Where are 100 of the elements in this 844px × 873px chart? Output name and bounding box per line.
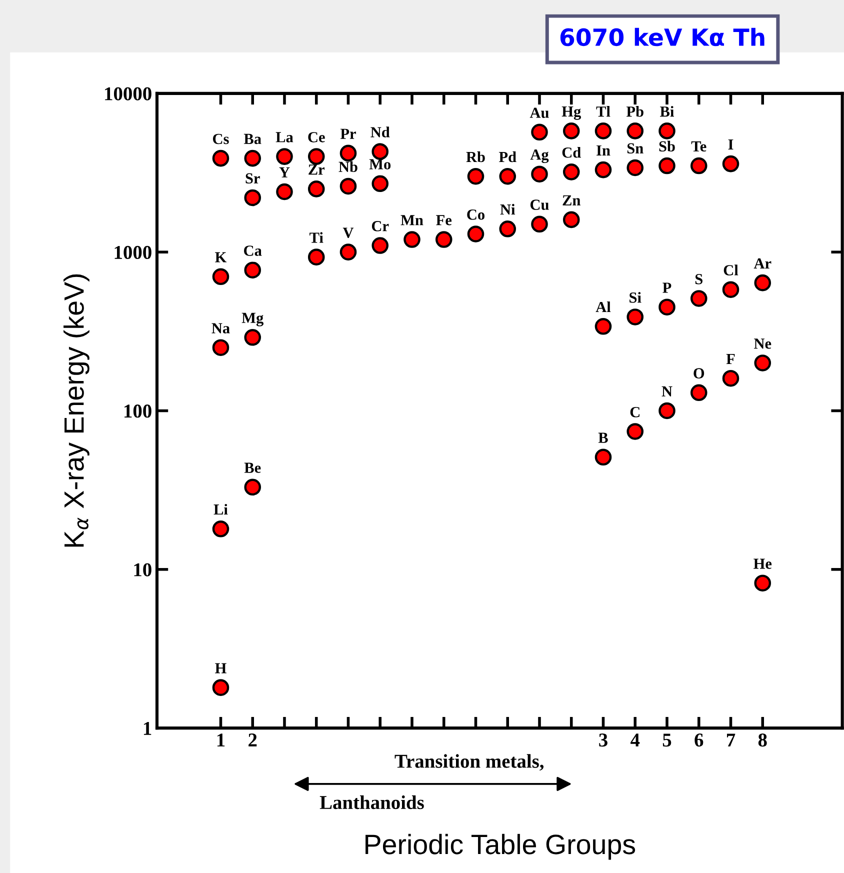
- y-tick-label: 1000: [114, 246, 152, 260]
- text: 6070 keV Kα Th: [560, 28, 764, 46]
- data-label: Ce: [308, 132, 325, 142]
- x-tick-label: 1: [217, 734, 225, 746]
- data-label: Be: [244, 462, 261, 473]
- point: [212, 520, 230, 538]
- data-label: Pd: [498, 151, 516, 162]
- data-label: Bi: [660, 106, 674, 117]
- data-label: Mo: [369, 159, 391, 170]
- point: [372, 237, 389, 254]
- point: [244, 189, 262, 206]
- data-label: Ca: [244, 246, 262, 256]
- point: [244, 328, 262, 346]
- point: [658, 122, 676, 140]
- data-label: Y: [279, 167, 290, 178]
- data-label: Sn: [627, 143, 644, 154]
- data-label: La: [276, 132, 294, 142]
- point: [276, 183, 293, 200]
- data-label: Cl: [724, 264, 738, 276]
- text: Transition metals, Lanthanoids: [320, 754, 544, 810]
- y-tick-label: 1: [144, 722, 152, 735]
- point: [212, 268, 230, 286]
- point: [467, 168, 484, 185]
- point: [626, 159, 644, 176]
- point: [308, 248, 325, 266]
- point: [308, 180, 325, 198]
- point: [531, 216, 548, 233]
- point: [531, 124, 548, 141]
- y-tick-label: 10: [134, 563, 152, 576]
- data-label: N: [662, 386, 672, 396]
- point: [244, 262, 262, 278]
- data-label: K: [215, 252, 227, 262]
- data-label: Ni: [500, 204, 516, 215]
- data-label: Li: [214, 504, 228, 515]
- point: [372, 143, 389, 160]
- point: [626, 308, 644, 326]
- point: [276, 148, 293, 165]
- point: [562, 122, 580, 140]
- data-label: S: [695, 274, 702, 284]
- point: [212, 339, 230, 356]
- data-label: Cr: [372, 221, 389, 232]
- data-label: Na: [212, 323, 230, 334]
- x-tick-label: 4: [630, 734, 640, 746]
- point: [212, 150, 230, 167]
- data-label: C: [630, 407, 640, 418]
- point: [212, 679, 230, 696]
- data-label: Hg: [562, 106, 581, 120]
- point: [562, 164, 580, 180]
- data-label: Cu: [530, 200, 549, 210]
- data-label: H: [215, 663, 226, 674]
- data-label: Si: [630, 292, 642, 303]
- x-tick-label: 8: [758, 734, 767, 747]
- data-label: Nb: [338, 161, 358, 172]
- point: [499, 220, 516, 238]
- x-axis-title: Periodic Table Groups: [366, 834, 636, 860]
- point: [658, 402, 676, 420]
- data-label: Mg: [242, 312, 264, 326]
- data-label: Co: [467, 210, 484, 220]
- data-label: Zn: [562, 195, 580, 206]
- point: [244, 478, 262, 496]
- data-label: Ti: [310, 232, 324, 243]
- data-label: Pr: [340, 128, 356, 139]
- data-label: P: [662, 282, 672, 293]
- data-label: Ne: [754, 338, 772, 349]
- point: [594, 161, 612, 178]
- x-tick-label: 2: [248, 734, 257, 746]
- data-label: Tl: [596, 106, 610, 117]
- data-label: Al: [596, 301, 611, 312]
- data-label: Zr: [308, 164, 325, 175]
- data-label: Te: [691, 141, 706, 152]
- point: [594, 318, 612, 335]
- point: [562, 211, 580, 228]
- point: [754, 274, 772, 292]
- point: [754, 574, 772, 592]
- point: [722, 370, 740, 387]
- point: [658, 298, 676, 316]
- data-label: Ar: [754, 258, 772, 268]
- point: [531, 166, 548, 183]
- point: [626, 122, 644, 140]
- data-label: B: [598, 432, 608, 443]
- y-axis-title: K$_{α}$ X-ray Energy (keV): [64, 274, 90, 547]
- data-label: Fe: [436, 215, 452, 226]
- data-label: Ba: [244, 134, 262, 144]
- x-tick-label: 3: [599, 734, 608, 747]
- point: [244, 150, 262, 167]
- x-tick-label: 7: [727, 734, 736, 746]
- data-label: Pb: [626, 106, 644, 117]
- point: [435, 231, 452, 248]
- point: [658, 157, 676, 174]
- data-label: F: [726, 354, 735, 364]
- point: [690, 290, 708, 307]
- data-label: Rb: [466, 151, 485, 162]
- data-label: He: [754, 558, 772, 569]
- data-label: Mn: [400, 215, 424, 226]
- point: [308, 148, 325, 165]
- point: [594, 122, 612, 140]
- point: [722, 155, 740, 172]
- data-label: Cs: [212, 134, 229, 144]
- point: [499, 168, 516, 185]
- point: [594, 448, 612, 466]
